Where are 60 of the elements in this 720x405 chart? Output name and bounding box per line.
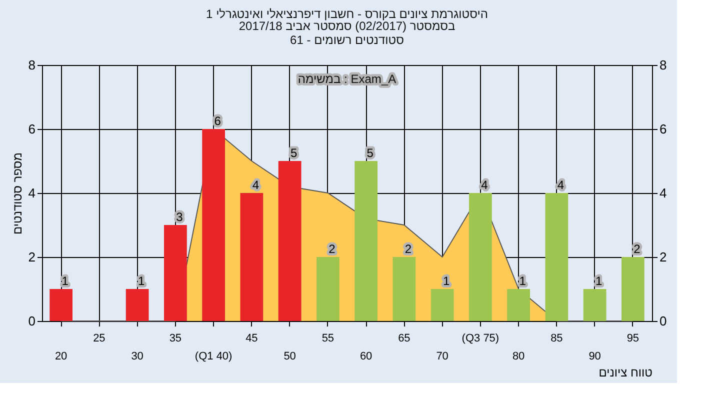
x-tick-label: (Q3 75) xyxy=(462,332,500,344)
x-tick-label: 45 xyxy=(246,332,258,344)
y2-tick-label: 2 xyxy=(660,250,667,264)
x-tick-label: 25 xyxy=(93,332,106,344)
bar xyxy=(583,289,606,321)
data-label: 4 xyxy=(252,178,260,192)
bar xyxy=(469,193,492,321)
bar xyxy=(392,257,416,321)
bar xyxy=(507,289,530,321)
bar xyxy=(278,161,302,321)
data-label: 2 xyxy=(328,242,336,256)
data-label: 1 xyxy=(595,274,602,288)
x-tick-label: 30 xyxy=(131,350,144,362)
data-label: 5 xyxy=(366,146,374,160)
bar xyxy=(622,257,644,321)
x-tick-label: 20 xyxy=(54,350,68,362)
chart-title: היסטוגרמת ציונים בקורס - חשבון דיפרנציאלי ואינטגרלי 1 xyxy=(206,7,488,21)
x-tick-label: 65 xyxy=(398,332,410,344)
x-tick-label: 35 xyxy=(169,332,182,344)
data-label: 2 xyxy=(404,242,412,256)
y-tick-label: 8 xyxy=(28,58,36,72)
data-label: 1 xyxy=(62,274,69,288)
x-tick-label: 90 xyxy=(588,350,601,362)
x-tick-label: (Q1 40) xyxy=(194,350,232,362)
bar xyxy=(354,161,378,321)
y-tick-label: 0 xyxy=(28,314,36,328)
y-tick-label: 4 xyxy=(28,186,36,200)
data-label: 1 xyxy=(519,274,526,288)
y-axis-title: מספר סטודנטים xyxy=(10,152,24,235)
x-tick-label: 80 xyxy=(512,350,525,362)
x-axis-title: טווח ציונים xyxy=(598,366,653,380)
bar xyxy=(164,225,187,321)
x-tick-label: 55 xyxy=(322,332,334,344)
data-label: 6 xyxy=(214,114,222,128)
y2-tick-label: 6 xyxy=(660,122,667,136)
y2-tick-label: 4 xyxy=(660,186,667,200)
x-tick-label: 70 xyxy=(436,350,448,362)
y-tick-label: 6 xyxy=(28,122,36,136)
x-tick-label: 85 xyxy=(550,332,563,344)
bar xyxy=(202,129,225,321)
bar xyxy=(126,289,149,321)
y2-tick-label: 8 xyxy=(660,58,667,72)
x-tick-label: 50 xyxy=(284,350,296,362)
y-tick-label: 2 xyxy=(28,250,36,264)
x-tick-label: 95 xyxy=(626,332,640,344)
y2-tick-label: 0 xyxy=(660,314,667,328)
x-tick-label: 60 xyxy=(360,350,372,362)
bar xyxy=(430,289,454,321)
bar xyxy=(545,193,568,321)
bar xyxy=(316,257,340,321)
bar xyxy=(50,289,72,321)
data-label: 1 xyxy=(442,274,450,288)
data-label: 1 xyxy=(138,274,145,288)
data-label: 2 xyxy=(634,242,641,256)
bar xyxy=(240,193,264,321)
data-label: 4 xyxy=(557,178,564,192)
data-label: 3 xyxy=(176,210,184,224)
data-label: 4 xyxy=(481,178,488,192)
data-label: 5 xyxy=(290,146,298,160)
chart-subtitle: בסמסטר (02/2017) סמסטר אביב 2017/18 סטודנטים רשומים - 61 xyxy=(238,19,456,47)
